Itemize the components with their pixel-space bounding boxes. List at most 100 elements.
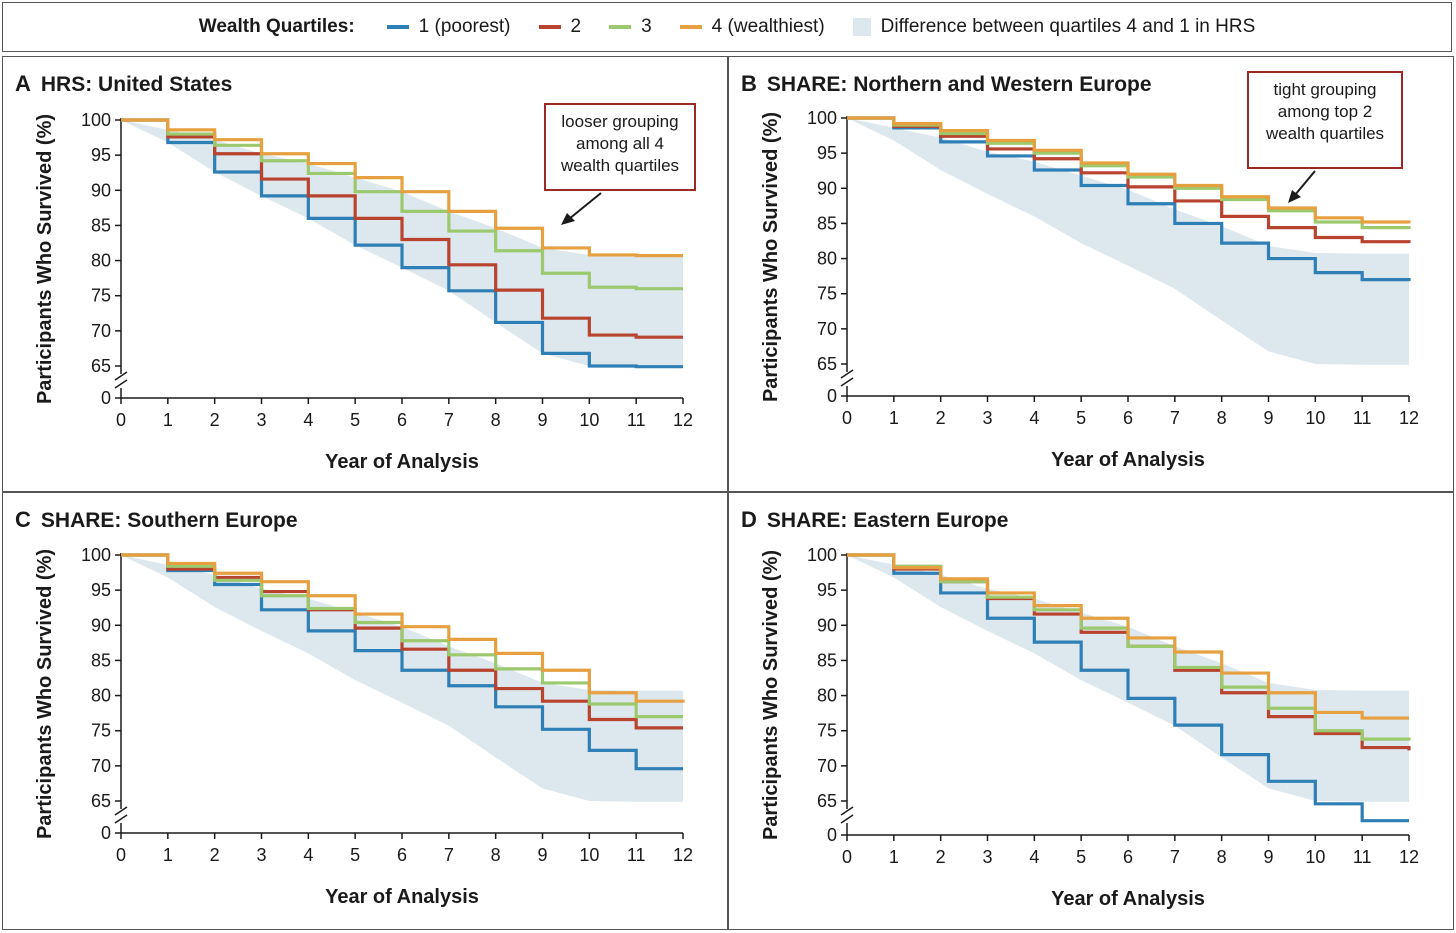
x-tick-label-d: 3	[982, 847, 992, 867]
axis-break-mark-c	[114, 814, 128, 824]
y-axis-label-b: Participants Who Survived (%)	[760, 112, 782, 402]
x-tick-label-a: 3	[256, 410, 266, 430]
x-tick-label-b: 4	[1029, 408, 1039, 428]
x-axis-label-d: Year of Analysis	[1051, 888, 1205, 910]
series-line-q4-b	[847, 116, 1411, 224]
x-tick-label-d: 11	[1353, 847, 1372, 867]
x-tick-label-b: 5	[1076, 408, 1086, 428]
panel-a-title: A HRS: United States	[15, 71, 232, 97]
x-tick-label-d: 5	[1076, 847, 1086, 867]
legend: Wealth Quartiles: 1 (poorest) 2 3 4 (wea…	[2, 2, 1452, 52]
legend-item-q2: 2	[538, 16, 582, 38]
y-axis-label-a: Participants Who Survived (%)	[34, 114, 56, 404]
y-tick-label-d: 100	[807, 545, 837, 565]
x-tick-label-d: 6	[1123, 847, 1133, 867]
panel-d-letter: D	[741, 507, 757, 532]
axis-break-mark-d	[840, 806, 854, 816]
x-tick-label-b: 1	[889, 408, 899, 428]
series-line-q1-d	[847, 553, 1409, 823]
legend-band-swatch	[852, 18, 871, 36]
series-line-q3-a	[121, 118, 683, 291]
y-tick-label-b: 90	[817, 178, 837, 198]
panel-c: 65 70 75 80 85 90 95 100 0 0 1 2 3 4 5 6 7 8 9 10 11 12 Year o…	[2, 492, 728, 930]
y-tick-label-d: 75	[817, 721, 837, 741]
x-tick-label-c: 4	[303, 845, 313, 865]
callout-arrowhead-a	[561, 213, 575, 225]
callout-b-text: tight grouping among top 2 wealth quarti…	[1265, 80, 1385, 143]
y-tick-label-c: 0	[101, 823, 111, 843]
band-area-c	[121, 555, 683, 802]
axis-break-mark-b	[840, 377, 854, 387]
legend-label-q2: 2	[570, 16, 582, 37]
series-line-q4-d	[847, 553, 1409, 720]
series-line-q3-b	[847, 116, 1411, 230]
callout-arrowhead-b	[1288, 190, 1301, 203]
x-tick-label-a: 6	[397, 410, 407, 430]
x-tick-label-a: 7	[444, 410, 454, 430]
y-tick-label-c: 95	[91, 580, 111, 600]
series-line-q2-a	[121, 118, 683, 339]
y-tick-label-a: 65	[91, 356, 111, 376]
x-tick-label-c: 12	[673, 845, 693, 865]
legend-item-q3: 3	[609, 16, 652, 38]
y-tick-label-b: 0	[827, 386, 837, 406]
legend-swatch-q1	[386, 25, 409, 29]
series-line-q2-b	[847, 116, 1411, 244]
x-tick-label-c: 8	[491, 845, 501, 865]
x-tick-label-b: 8	[1217, 408, 1227, 428]
x-tick-label-b: 11	[1353, 408, 1372, 428]
x-tick-label-a: 11	[627, 410, 646, 430]
x-tick-label-d: 7	[1170, 847, 1180, 867]
panel-c-title: C SHARE: Southern Europe	[15, 507, 298, 533]
legend-label-q1: 1 (poorest)	[418, 16, 511, 37]
legend-swatch-q4	[679, 25, 702, 29]
y-tick-label-a: 100	[81, 110, 111, 130]
panel-c-title-text: SHARE: Southern Europe	[40, 509, 298, 532]
x-tick-label-d: 9	[1263, 847, 1273, 867]
legend-item-band: Difference between quartiles 4 and 1 in …	[852, 16, 1255, 38]
x-tick-label-a: 10	[579, 410, 599, 430]
x-tick-label-a: 9	[537, 410, 547, 430]
y-tick-label-d: 80	[817, 686, 837, 706]
panel-d: 65 70 75 80 85 90 95 100 0 0 1 2 3 4 5 6 7 8 9 10 11 12 Year o…	[728, 492, 1454, 930]
legend-label-q4: 4 (wealthiest)	[711, 16, 825, 37]
y-tick-label-b: 65	[817, 354, 837, 374]
x-tick-label-c: 0	[116, 845, 126, 865]
axis-break-mark-d	[840, 814, 854, 824]
y-tick-label-a: 95	[91, 145, 111, 165]
x-tick-label-d: 1	[889, 847, 899, 867]
callout-arrow-a	[568, 192, 602, 220]
y-tick-label-b: 80	[817, 249, 837, 269]
y-tick-label-d: 70	[817, 756, 837, 776]
x-axis-label-b: Year of Analysis	[1051, 449, 1205, 471]
x-tick-label-c: 6	[397, 845, 407, 865]
y-tick-label-a: 75	[91, 286, 111, 306]
series-line-q4-c	[121, 553, 685, 703]
x-tick-label-c: 9	[537, 845, 547, 865]
y-axis-label-d: Participants Who Survived (%)	[760, 550, 782, 840]
panel-a-letter: A	[15, 71, 31, 96]
x-tick-label-a: 8	[491, 410, 501, 430]
x-tick-label-b: 9	[1263, 408, 1273, 428]
panel-b-title-text: SHARE: Northern and Western Europe	[766, 73, 1152, 96]
panel-c-letter: C	[15, 507, 31, 532]
y-tick-label-c: 100	[81, 545, 111, 565]
series-line-q1-a	[121, 118, 683, 369]
panel-b-letter: B	[741, 71, 757, 96]
callout-a-text: looser grouping among all 4 wealth quart…	[560, 112, 680, 175]
x-tick-label-d: 8	[1217, 847, 1227, 867]
x-tick-label-c: 3	[256, 845, 266, 865]
series-line-q1-b	[847, 116, 1411, 282]
x-tick-label-d: 2	[936, 847, 946, 867]
series-line-q1-c	[121, 553, 683, 771]
callout-a: looser grouping among all 4 wealth quart…	[544, 103, 696, 191]
x-tick-label-b: 0	[842, 408, 852, 428]
x-tick-label-b: 7	[1170, 408, 1180, 428]
axis-break-mark-b	[840, 369, 854, 379]
x-tick-label-c: 1	[163, 845, 173, 865]
x-tick-label-b: 12	[1399, 408, 1419, 428]
series-line-q3-d	[847, 553, 1411, 741]
